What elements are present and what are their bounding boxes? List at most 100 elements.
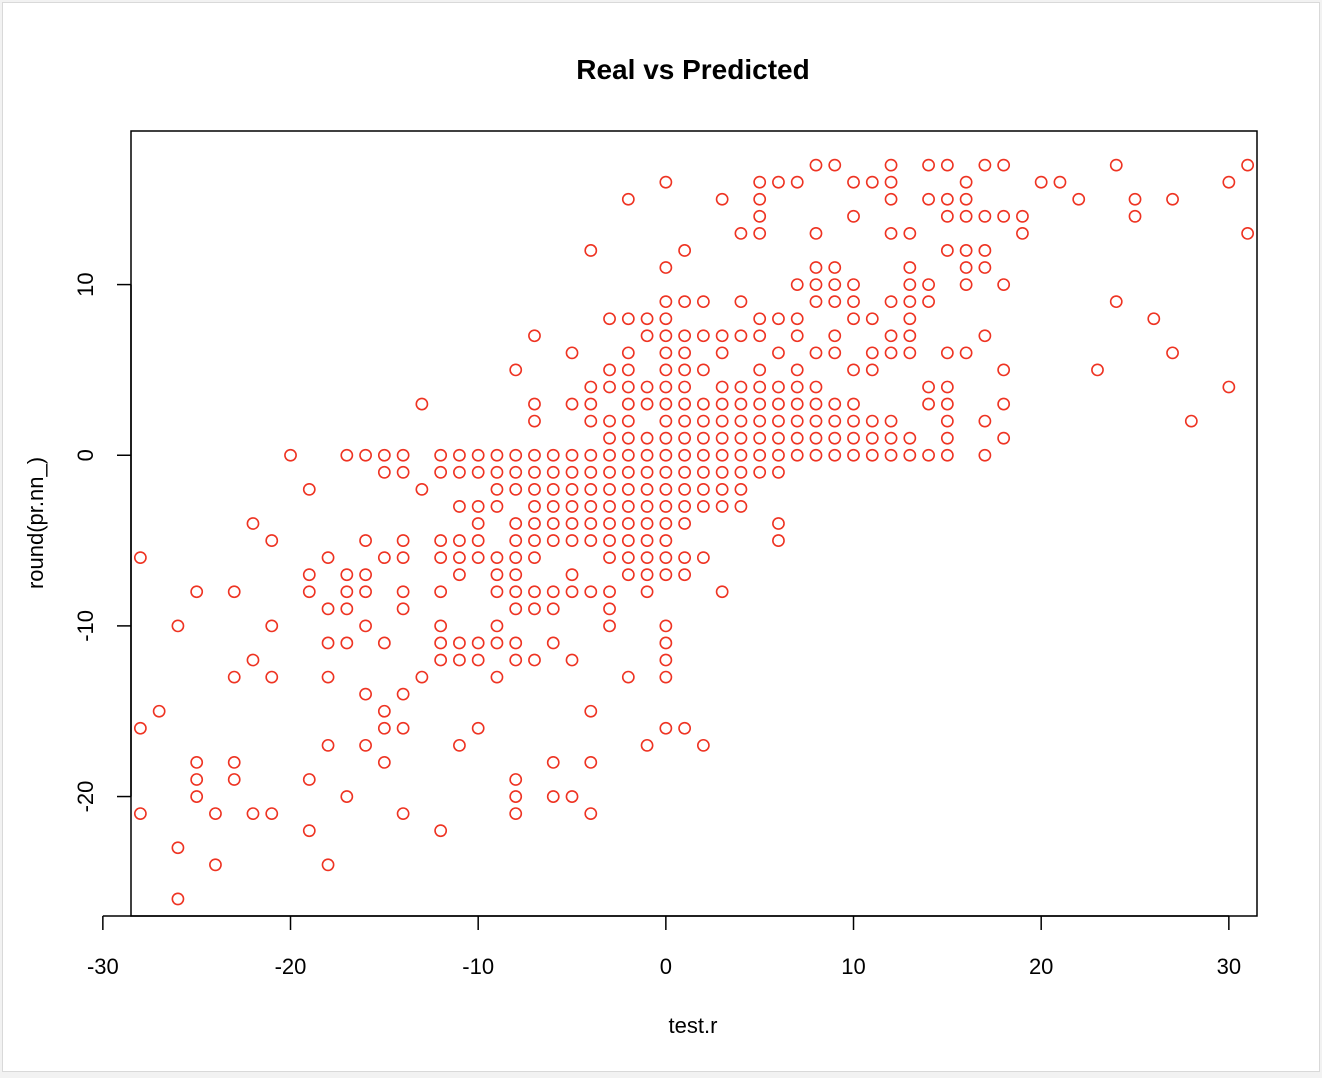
data-point: [171, 619, 185, 633]
data-point: [828, 278, 842, 291]
data-point: [640, 568, 654, 582]
data-point: [809, 397, 823, 411]
data-point: [584, 585, 598, 599]
data-point: [753, 465, 767, 479]
data-point: [509, 585, 523, 599]
data-point: [959, 278, 973, 291]
data-point: [1109, 295, 1123, 309]
data-point: [302, 568, 316, 582]
data-point: [678, 448, 692, 462]
data-point: [772, 414, 785, 428]
data-point: [565, 568, 579, 582]
data-point: [847, 209, 860, 223]
data-point: [415, 670, 429, 684]
data-point: [509, 465, 523, 479]
data-point: [603, 431, 616, 445]
data-point: [490, 465, 504, 479]
data-point: [734, 465, 748, 479]
data-point: [621, 482, 635, 496]
data-point: [546, 517, 560, 530]
data-point: [940, 448, 954, 462]
data-point: [565, 517, 579, 530]
data-point: [434, 585, 448, 599]
data-point: [659, 465, 673, 479]
data-point: [809, 380, 823, 394]
data-point: [209, 858, 222, 872]
data-point: [453, 636, 466, 650]
data-point: [809, 448, 823, 462]
data-point: [359, 738, 372, 752]
data-point: [715, 380, 729, 394]
data-point: [227, 585, 241, 599]
data-point: [528, 465, 541, 479]
data-point: [621, 500, 635, 513]
data-point: [884, 431, 898, 445]
data-point: [565, 790, 579, 803]
x-tick-label: 20: [1029, 954, 1053, 979]
data-point: [659, 568, 673, 582]
data-point: [1241, 158, 1255, 172]
data-point: [509, 773, 523, 786]
data-point: [1222, 380, 1236, 394]
data-point: [790, 380, 804, 394]
data-point: [678, 295, 692, 309]
data-point: [584, 517, 598, 530]
data-point: [490, 448, 504, 462]
data-point: [640, 448, 654, 462]
data-point: [828, 431, 842, 445]
data-point: [734, 397, 748, 411]
data-point: [734, 295, 748, 309]
data-point: [865, 346, 879, 360]
data-point: [584, 482, 598, 496]
data-point: [246, 807, 260, 821]
data-point: [678, 517, 692, 530]
data-point: [959, 175, 973, 189]
data-point: [715, 585, 729, 599]
data-point: [828, 397, 842, 411]
data-point: [621, 431, 635, 445]
data-point: [453, 551, 466, 565]
data-point: [227, 773, 241, 786]
chart-title: Real vs Predicted: [576, 54, 809, 85]
data-point: [790, 431, 804, 445]
data-point: [621, 312, 635, 326]
data-point: [847, 278, 860, 291]
data-point: [565, 448, 579, 462]
data-point: [377, 636, 391, 650]
data-point: [434, 448, 448, 462]
data-point: [772, 397, 785, 411]
data-point: [734, 500, 748, 513]
data-point: [922, 192, 935, 206]
data-point: [603, 414, 616, 428]
data-point: [453, 448, 466, 462]
data-point: [678, 465, 692, 479]
data-point: [865, 363, 879, 377]
data-point: [696, 363, 710, 377]
data-point: [490, 636, 504, 650]
data-point: [340, 448, 354, 462]
data-point: [265, 807, 279, 821]
data-point: [190, 756, 204, 769]
data-point: [903, 261, 917, 274]
data-point: [584, 807, 598, 821]
data-point: [584, 756, 598, 769]
data-point: [659, 534, 673, 547]
data-point: [865, 175, 879, 189]
data-point: [978, 158, 992, 172]
data-point: [847, 363, 860, 377]
data-point: [772, 465, 785, 479]
data-point: [133, 721, 147, 735]
data-point: [490, 585, 504, 599]
data-point: [434, 465, 448, 479]
data-point: [678, 397, 692, 411]
data-point: [584, 465, 598, 479]
data-point: [453, 465, 466, 479]
data-point: [678, 380, 692, 394]
data-point: [678, 568, 692, 582]
data-point: [978, 448, 992, 462]
data-point: [828, 261, 842, 274]
data-point: [678, 346, 692, 360]
data-point: [565, 346, 579, 360]
data-point: [340, 790, 354, 803]
